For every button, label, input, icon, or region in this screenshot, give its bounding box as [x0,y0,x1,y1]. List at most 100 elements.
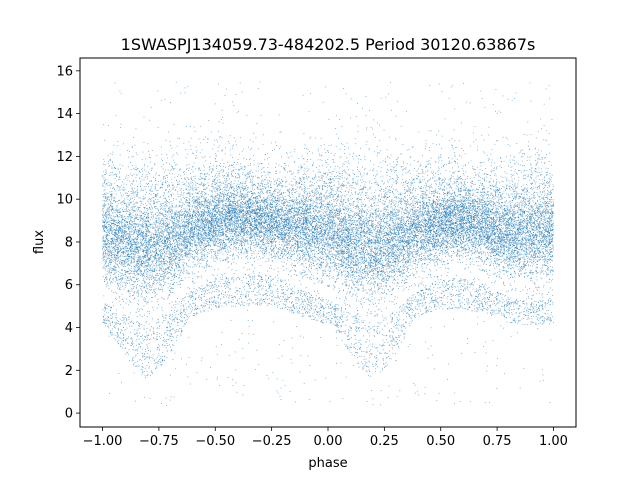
data-point [220,279,222,281]
data-point [140,217,142,219]
data-point [176,265,177,266]
data-point [119,336,121,338]
data-point [293,212,295,214]
data-point [485,264,487,265]
data-point [429,240,431,242]
data-point [217,240,219,242]
data-point [169,173,171,174]
data-point [148,323,150,325]
data-point [349,185,351,187]
data-point [383,363,385,365]
data-point [309,138,311,139]
data-point [232,101,234,103]
data-point [422,218,424,220]
data-point [212,210,214,212]
data-point [127,352,128,354]
data-point [470,250,472,251]
data-point [320,222,321,224]
data-point [363,322,364,324]
data-point [386,293,388,295]
data-point [252,211,254,213]
data-point [475,230,477,232]
data-point [168,210,170,212]
data-point [438,83,440,85]
data-point [240,168,242,170]
data-point [501,312,503,314]
data-point [246,204,248,206]
data-point [149,270,151,271]
data-point [447,206,449,208]
data-point [338,223,340,225]
data-point [376,267,377,269]
data-point [382,339,384,341]
data-point [419,201,421,203]
data-point [549,318,551,320]
data-point [192,218,194,219]
data-point [501,248,502,250]
data-point [332,159,334,161]
data-point [361,276,363,278]
data-point [203,259,205,261]
data-point [272,296,274,298]
data-point [122,187,124,189]
data-point [361,187,363,189]
data-point [508,237,510,239]
data-point [160,220,162,222]
data-point [529,169,530,170]
data-point [332,178,334,180]
data-point [422,313,423,315]
data-point [168,232,169,234]
data-point [420,233,422,235]
data-point [105,261,107,263]
data-point [201,225,203,227]
data-point [525,265,527,267]
data-point [407,303,409,304]
data-point [354,260,356,262]
data-point [469,242,471,244]
data-point [224,188,226,190]
data-point [180,250,182,252]
data-point [430,223,432,225]
data-point [178,184,180,186]
data-point [351,231,353,233]
data-point [443,198,445,200]
data-point [299,177,301,179]
data-point [391,166,393,168]
data-point [174,190,176,191]
data-point [178,257,180,258]
data-point [163,171,165,173]
data-point [153,309,155,311]
data-point [355,241,357,243]
data-point [159,234,160,235]
data-point [392,248,394,250]
data-point [188,164,190,165]
data-point [265,184,267,186]
data-point [293,312,294,314]
data-point [257,220,259,222]
data-point [480,242,481,244]
data-point [227,236,229,237]
data-point [206,264,208,265]
data-point [136,251,138,253]
data-point [409,210,411,212]
data-point [530,218,531,219]
data-point [404,231,406,233]
data-point [331,313,333,315]
data-point [541,174,543,176]
data-point [179,251,181,252]
data-point [327,318,329,320]
data-point [235,204,237,206]
data-point [501,261,502,263]
data-point [257,198,258,199]
data-point [354,343,356,344]
data-point [288,219,290,220]
data-point [401,282,402,283]
data-point [495,204,496,206]
data-point [538,157,540,159]
data-point [126,183,128,185]
data-point [303,204,304,206]
data-point [503,186,505,188]
data-point [444,194,446,196]
data-point [218,281,220,283]
data-point [519,225,521,226]
